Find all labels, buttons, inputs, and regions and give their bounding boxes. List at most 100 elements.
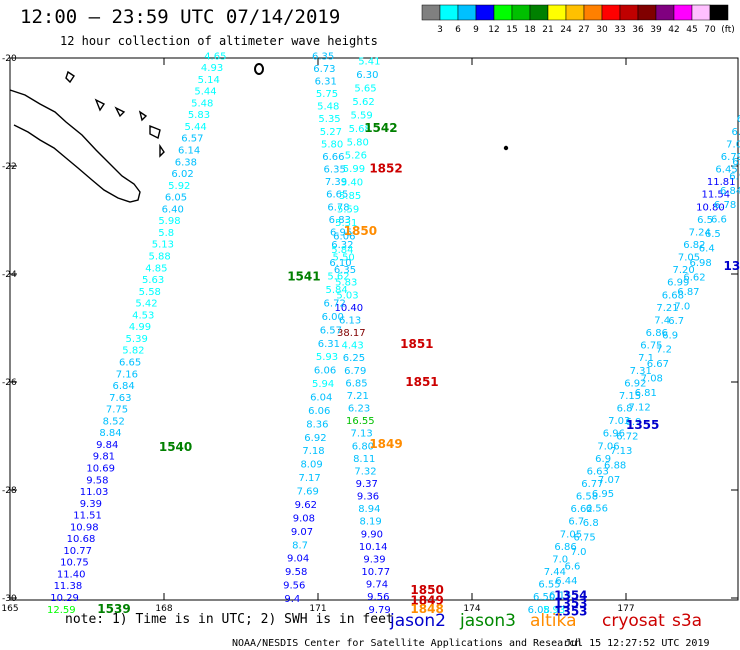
swh-value: 6.35 — [312, 51, 334, 62]
swh-value: 11.51 — [73, 511, 102, 522]
colorbar-swatch — [673, 4, 693, 21]
colorbar-label: 6 — [455, 25, 461, 35]
track-altika-track-1850: 5.416.305.655.625.595.685.805.265.995.40… — [283, 57, 380, 605]
swh-value: 5.42 — [135, 299, 157, 310]
swh-value: 6.6 — [564, 561, 580, 572]
swh-value: 6.79 — [721, 152, 740, 163]
swh-value: 6.35 — [324, 165, 346, 176]
swh-value: 6.45 — [715, 165, 737, 176]
swh-value: 5.40 — [341, 178, 363, 189]
swh-value: 6.92 — [624, 378, 646, 389]
colorbar-label: 36 — [632, 25, 644, 35]
lon-label: 174 — [463, 604, 480, 614]
swh-value: 9.36 — [357, 492, 379, 503]
swh-value: 6.87 — [677, 287, 699, 298]
colorbar-label: 9 — [473, 25, 479, 35]
swh-value: 8.36 — [306, 419, 328, 430]
lon-label: 165 — [1, 604, 18, 614]
swh-value: 6.82 — [683, 240, 705, 251]
colorbar-swatch — [511, 4, 531, 21]
swh-value: 6.25 — [343, 353, 365, 364]
swh-value: 5.48 — [317, 102, 339, 113]
swh-value: 7.08 — [641, 374, 663, 385]
swh-value: 6.7 — [568, 517, 584, 528]
footer-note: note: 1) Time is in UTC; 2) SWH is in fe… — [65, 612, 394, 627]
swh-value: 6.95 — [592, 489, 614, 500]
track-jason2-track-a: 6.086.506.557.447.06.867.056.76.626.586.… — [528, 114, 740, 616]
swh-value: 6.63 — [587, 466, 609, 477]
swh-value: 6.72 — [324, 298, 346, 309]
colorbar-swatch — [583, 4, 603, 21]
swh-value: 5.83 — [335, 278, 357, 289]
colorbar-label: 39 — [650, 25, 662, 35]
swh-value: 6.84 — [720, 186, 740, 197]
swh-value: 6.31 — [318, 339, 340, 350]
swh-value: 6.4 — [699, 244, 715, 255]
pass-time-label: 1353 — [554, 596, 587, 610]
pass-time-label: 1355 — [626, 418, 659, 432]
swh-value: 8.84 — [99, 428, 121, 439]
pass-time-label: 1849 — [369, 437, 402, 451]
swh-value: 6.5 — [697, 215, 713, 226]
pass-time-label: 1850 — [410, 583, 443, 597]
swh-value: 5.92 — [168, 181, 190, 192]
swh-value: 6.06 — [314, 366, 336, 377]
swh-value: 7.07 — [598, 475, 620, 486]
colorbar-label: 24 — [560, 25, 572, 35]
swh-value: 6.88 — [604, 460, 626, 471]
swh-value: 7.44 — [544, 567, 566, 578]
swh-value: 6.68 — [662, 290, 684, 301]
pass-time-labels: 1542185218501541185118511849154018501849… — [97, 121, 740, 618]
satellite-legend-s3a: s3a — [672, 611, 702, 631]
swh-value: 6.83 — [329, 215, 351, 226]
swh-value: 7.06 — [726, 139, 740, 150]
swh-value: 5.85 — [339, 191, 361, 202]
track-cryosat-track-1852-1848: 6.356.736.315.755.485.355.275.806.666.35… — [312, 51, 391, 615]
colorbar-label: 18 — [524, 25, 536, 35]
swh-value: 6.59 — [732, 127, 740, 138]
swh-value: 6.15 — [549, 590, 571, 601]
pass-time-label: 1542 — [364, 121, 397, 135]
footer-timestamp: Jul 15 12:27:52 UTC 2019 — [565, 638, 710, 649]
colorbar-swatch — [529, 4, 549, 21]
swh-value: 6.73 — [313, 64, 335, 75]
swh-value: 8.09 — [300, 460, 322, 471]
swh-value: 10.14 — [359, 542, 388, 553]
colorbar-swatch — [439, 4, 459, 21]
swh-value: 6.65 — [119, 357, 141, 368]
swh-value: 6.14 — [178, 146, 200, 157]
pass-time-label: 1851 — [400, 337, 433, 351]
longitude-labels: 165 168 171 174 177 — [1, 604, 634, 614]
colorbar-swatch — [547, 4, 567, 21]
swh-value: 6.79 — [344, 366, 366, 377]
swh-value: 6.9 — [626, 417, 642, 428]
swh-value: 7.18 — [302, 446, 324, 457]
swh-value: 5.59 — [337, 204, 359, 215]
swh-value: 9.08 — [293, 513, 315, 524]
swh-value: 6.78 — [327, 202, 349, 213]
swh-value: 6.7 — [668, 316, 684, 327]
colorbar-label: 33 — [614, 25, 625, 35]
swh-value: 7.24 — [689, 227, 711, 238]
pass-time-label: 1541 — [287, 270, 320, 284]
axis-ticks — [9, 57, 738, 600]
swh-value: 9.81 — [93, 452, 115, 463]
swh-value: 5.98 — [158, 216, 180, 227]
lat-label: -26 — [2, 378, 17, 388]
colorbar-swatch — [421, 4, 441, 21]
swh-value: 4.43 — [342, 341, 364, 352]
swh-value: 6.50 — [533, 592, 555, 603]
swh-value: 11.54 — [702, 190, 731, 201]
swh-value: 6.77 — [581, 479, 603, 490]
altimeter-tracks: 4.654.935.145.445.485.835.446.576.146.38… — [47, 51, 740, 616]
swh-value: 5.68 — [349, 124, 371, 135]
swh-value: 6.5 — [705, 229, 721, 240]
swh-value: 6.65 — [326, 190, 348, 201]
swh-value: 4.85 — [145, 263, 167, 274]
swh-value: 6.72 — [616, 431, 638, 442]
swh-value: 9.84 — [96, 440, 118, 451]
swh-value: 7.05 — [678, 253, 700, 264]
swh-value: 7.69 — [297, 487, 319, 498]
latitude-labels: -20 -22 -24 -26 -28 -30 — [2, 54, 17, 604]
swh-value: 9.56 — [283, 581, 305, 592]
